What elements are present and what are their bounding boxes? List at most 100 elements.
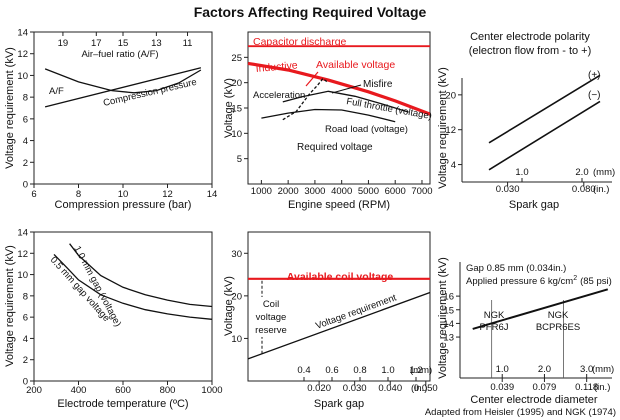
p2-ytick-label-0: 5 (237, 154, 242, 165)
p2-xtick-label-1: 2000 (278, 186, 299, 197)
p4-ytick-label-5: 10 (17, 270, 28, 281)
p3-mm-tick-label-0: 1.0 (515, 167, 528, 178)
p3-yticks: 4 12 20 (445, 90, 462, 171)
p1-top-axis-label: Air–fuel ratio (A/F) (81, 49, 158, 60)
p6-condition: Gap 0.85 mm (0.034in.) (466, 263, 566, 274)
p1-ytick-label-0: 0 (23, 180, 28, 191)
p1-top-tick-label-0: 19 (58, 38, 69, 49)
p5-in-ticks: 0.020 0.030 0.040 0.050 (307, 381, 438, 394)
p6-mm-ticks: 1.0 2.0 3.0 (496, 364, 593, 378)
p1-xtick-label-2: 10 (118, 189, 129, 200)
p1-ytick-label-6: 12 (17, 49, 28, 60)
p3-ytick-label-0: 4 (451, 160, 456, 171)
p6-ytick-label-2: 15 (443, 305, 454, 316)
p5-mm-tick-label-0: 0.4 (297, 365, 310, 376)
p5-mm-ticks: 0.4 0.6 0.8 1.0 1.2 (297, 365, 423, 381)
p1-ytick-label-3: 6 (23, 114, 28, 125)
p6-ytick-label-0: 13 (443, 333, 454, 344)
p5-ytick-label-1: 20 (231, 291, 242, 302)
p3-subtitle: (electron flow from - to +) (469, 45, 592, 57)
p6-in-tick-label-0: 0.039 (490, 382, 514, 393)
p2-ytick-label-3: 20 (231, 78, 242, 89)
p6-mm-unit: (mm) (592, 364, 614, 375)
p4-ytick-label-1: 2 (23, 355, 28, 366)
p3-xlabel: Spark gap (509, 199, 559, 211)
p5-ytick-label-0: 10 (231, 334, 242, 345)
p6-label-pfr6j: PFR6J (479, 322, 508, 333)
figure-credit: Adapted from Heisler (1995) and NGK (197… (425, 407, 616, 418)
p2-xtick-label-2: 3000 (304, 186, 325, 197)
p4-yticks: 0 2 4 6 8 10 12 14 (17, 228, 34, 388)
p6-condition2: Applied pressure 6 kg/cm2 (85 psi) (466, 275, 612, 287)
p6-mm-tick-label-1: 2.0 (538, 364, 551, 375)
p1-xtick-label-0: 6 (31, 189, 36, 200)
p2-label-road-load: Road load (voltage) (325, 124, 408, 135)
p2-available-pointer (305, 71, 319, 87)
p2-ytick-label-1: 10 (231, 129, 242, 140)
p2-xtick-label-4: 5000 (358, 186, 379, 197)
p4-series-1mm (69, 243, 213, 308)
p6-yticks: 13 14 15 16 (443, 292, 460, 344)
p5-mm-tick-label-4: 1.2 (409, 365, 422, 376)
p5-in-unit: (in.) (411, 383, 427, 394)
p1-label-compression: Compression pressure (102, 77, 198, 109)
p1-ytick-label-7: 14 (17, 28, 28, 39)
p2-xtick-label-5: 6000 (385, 186, 406, 197)
p6-series-requirement (472, 288, 609, 330)
p2-label-available: Available voltage (316, 59, 395, 71)
p3-mm-unit: (mm) (593, 167, 615, 178)
p1-ytick-label-5: 10 (17, 71, 28, 82)
p4-ytick-label-4: 8 (23, 291, 28, 302)
p2-ytick-label-4: 25 (231, 53, 242, 64)
p5-mm-tick-label-2: 0.8 (353, 365, 366, 376)
p4-xlabel: Electrode temperature (ºC) (57, 398, 188, 410)
p5-label-voltage: voltage (256, 312, 287, 323)
p3-ylabel: Voltage requirement (kV) (437, 67, 449, 189)
p6-label-ngk2: NGK (548, 310, 569, 321)
p5-frame (247, 231, 431, 382)
p6-ytick-label-3: 16 (443, 292, 454, 303)
p3-title: Center electrode polarity (470, 31, 590, 43)
p2-misfire-pointer (331, 84, 362, 94)
p6-ylabel: Voltage requirement (kV) (437, 257, 449, 379)
p1-series-compression (44, 67, 202, 108)
p4-xtick-label-1: 400 (71, 385, 87, 396)
p2-ytick-label-2: 15 (231, 104, 242, 115)
p1-top-tick-label-2: 15 (118, 38, 129, 49)
p2-label-required: Required voltage (297, 142, 373, 153)
p5-mm-tick-label-1: 0.6 (325, 365, 338, 376)
p1-ylabel: Voltage requirement (kV) (4, 47, 16, 169)
p4-xtick-label-4: 1000 (201, 385, 222, 396)
p4-ytick-label-0: 0 (23, 377, 28, 388)
p4-ytick-label-6: 12 (17, 249, 28, 260)
p5-in-tick-label-0: 0.020 (307, 383, 331, 394)
panel-compression-pressure: 6 8 10 12 14 0 2 4 6 8 10 12 14 19 17 15 13 11 Air–fuel… (4, 28, 217, 212)
p5-in-tick-label-2: 0.040 (378, 383, 402, 394)
p2-label-acceleration: Acceleration (253, 90, 305, 101)
p5-mm-tick-label-3: 1.0 (381, 365, 394, 376)
p2-xtick-label-3: 4000 (331, 186, 352, 197)
p1-topticks: 19 17 15 13 11 (58, 32, 192, 49)
p6-in-unit: (in.) (594, 382, 610, 393)
panel-polarity: Center electrode polarity (electron flow… (437, 31, 615, 211)
p1-ytick-label-1: 2 (23, 158, 28, 169)
p1-yticks: 0 2 4 6 8 10 12 14 (17, 28, 34, 191)
p2-xtick-label-6: 7000 (411, 186, 432, 197)
p2-xlabel: Engine speed (RPM) (288, 199, 390, 211)
p1-xtick-label-1: 8 (76, 189, 81, 200)
p5-mm-unit: (mm) (410, 365, 432, 376)
p1-ytick-label-4: 8 (23, 93, 28, 104)
p2-yticks: 5 10 15 20 25 (231, 53, 248, 165)
p4-ytick-label-7: 14 (17, 228, 28, 239)
p5-yticks: 10 20 30 (231, 249, 248, 345)
p5-label-requirement: Voltage requirement (314, 292, 398, 332)
p4-xticks: 200 400 600 800 1000 (26, 381, 223, 396)
figure-title: Factors Affecting Required Voltage (194, 4, 427, 20)
p6-condition2-sup: 2 (573, 275, 577, 282)
p2-series-full-throttle (282, 90, 409, 113)
p3-ytick-label-2: 20 (445, 90, 456, 101)
